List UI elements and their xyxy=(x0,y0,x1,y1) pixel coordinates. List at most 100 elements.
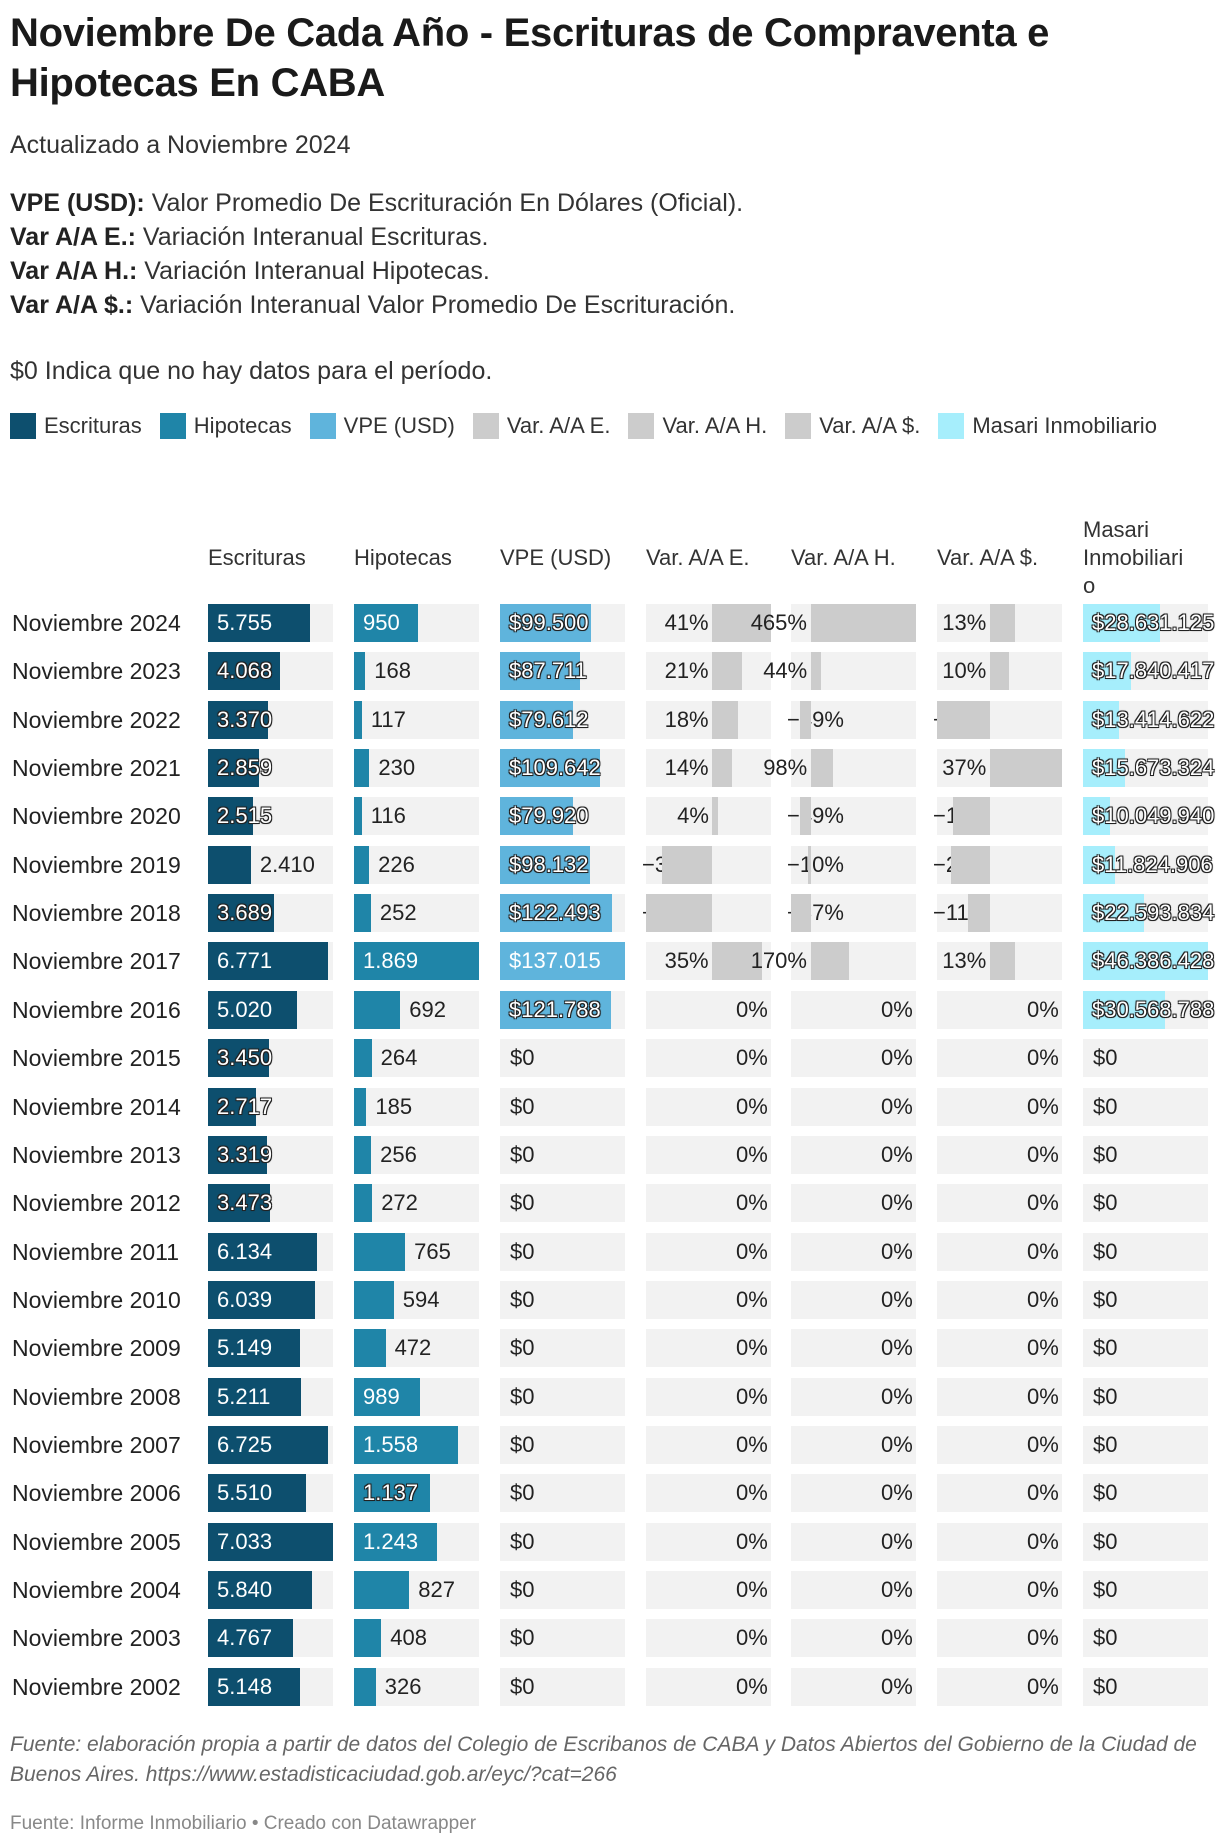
var_h-value: 0% xyxy=(881,1045,913,1070)
masari-value: $15.673.324 xyxy=(1092,755,1215,780)
escrituras-value: 5.840 xyxy=(217,1577,273,1602)
escrituras-value: 5.510 xyxy=(217,1480,273,1505)
hipotecas-value: 1.869 xyxy=(363,948,419,973)
cell-background xyxy=(354,1136,479,1174)
row-label: Noviembre 2004 xyxy=(12,1577,181,1603)
var_s-value: 0% xyxy=(1027,1190,1059,1215)
cell-background xyxy=(646,1329,771,1367)
escrituras-bar xyxy=(208,1426,328,1464)
cell-background xyxy=(354,701,479,739)
row-label: Noviembre 2005 xyxy=(12,1529,181,1555)
hipotecas-bar xyxy=(354,1136,372,1174)
var_h-bar xyxy=(791,894,811,932)
vpe-value: $79.612 xyxy=(509,707,589,732)
vpe-value: $0 xyxy=(510,1529,535,1554)
legend-item-hipotecas: Hipotecas xyxy=(159,408,292,444)
vpe-bar xyxy=(500,846,590,884)
escrituras-bar xyxy=(208,1039,270,1077)
hipotecas-value: 185 xyxy=(375,1094,413,1119)
cell-background xyxy=(791,1184,916,1222)
var_h-value: 0% xyxy=(881,1384,913,1409)
var_e-bar xyxy=(661,846,713,884)
hipotecas-value: 594 xyxy=(402,1287,440,1312)
cell-background xyxy=(646,1184,771,1222)
cell-background xyxy=(791,1619,916,1657)
cell-background xyxy=(646,1136,771,1174)
legend-item-var-h: Var. A/A H. xyxy=(628,408,767,444)
var_s-value: 0% xyxy=(1027,1432,1059,1457)
escrituras-bar xyxy=(208,1619,293,1657)
masari-value: $13.414.622 xyxy=(1092,707,1215,732)
var_e-value: 0% xyxy=(736,1190,768,1215)
var_s-bar xyxy=(937,701,990,739)
row-label: Noviembre 2018 xyxy=(12,900,181,926)
escrituras-value: 5.755 xyxy=(217,610,273,635)
hipotecas-bar xyxy=(354,701,362,739)
var_h-value: 465% xyxy=(750,610,807,635)
var_e-value: 0% xyxy=(736,1287,768,1312)
var_e-bar xyxy=(712,749,733,787)
cell-background xyxy=(791,701,916,739)
hipotecas-bar xyxy=(354,894,371,932)
escrituras-value: 2.410 xyxy=(259,852,315,877)
escrituras-value: 3.473 xyxy=(217,1190,273,1215)
hipotecas-value: 1.243 xyxy=(363,1529,419,1554)
cell-background xyxy=(791,1523,916,1561)
cell-background xyxy=(500,1136,625,1174)
escrituras-value: 5.211 xyxy=(217,1384,271,1409)
definition-var-h: Var A/A H.: Variación Interanual Hipotec… xyxy=(10,257,490,285)
row-label: Noviembre 2003 xyxy=(12,1625,181,1651)
cell-background xyxy=(937,1668,1062,1706)
cell-background xyxy=(1083,1233,1208,1271)
cell-background xyxy=(1083,1668,1208,1706)
legend-swatch xyxy=(785,413,812,439)
var_h-value: 0% xyxy=(881,1287,913,1312)
masari-value: $30.568.788 xyxy=(1092,997,1215,1022)
var_e-value: 0% xyxy=(736,1045,768,1070)
var_s-value: 0% xyxy=(1027,1335,1059,1360)
hipotecas-bar xyxy=(354,1233,406,1271)
escrituras-value: 3.450 xyxy=(217,1045,273,1070)
var_e-value: 0% xyxy=(736,1142,768,1167)
var_s-value: 0% xyxy=(1027,1239,1059,1264)
escrituras-bar xyxy=(208,1329,300,1367)
legend: Escrituras Hipotecas VPE (USD) Var. A/A E. V… xyxy=(10,408,1210,444)
vpe-value: $79.920 xyxy=(509,803,589,828)
var_s-bar xyxy=(989,652,1010,690)
vpe-value: $0 xyxy=(510,1674,535,1699)
cell-background xyxy=(354,894,479,932)
legend-item-masari: Masari Inmobiliario xyxy=(938,413,1157,439)
escrituras-value: 4.068 xyxy=(217,658,273,683)
hipotecas-bar xyxy=(354,846,370,884)
hipotecas-value: 765 xyxy=(414,1239,451,1264)
masari-bar xyxy=(1083,652,1132,690)
cell-background xyxy=(1083,1571,1208,1609)
cell-background xyxy=(500,1426,625,1464)
vpe-value: $137.015 xyxy=(509,948,601,973)
var_h-value: 0% xyxy=(881,1190,913,1215)
hipotecas-value: 116 xyxy=(370,803,406,828)
cell-background xyxy=(500,1184,625,1222)
vpe-value: $0 xyxy=(510,1577,535,1602)
column-header-var-h: Var. A/A H. xyxy=(791,545,896,570)
escrituras-bar xyxy=(208,797,253,835)
vpe-bar xyxy=(500,749,600,787)
masari-value: $22.593.834 xyxy=(1092,900,1215,925)
hipotecas-bar xyxy=(354,1378,421,1416)
escrituras-bar xyxy=(208,1571,312,1609)
cell-background xyxy=(354,1088,479,1126)
escrituras-value: 5.149 xyxy=(217,1335,273,1360)
hipotecas-value: 1.558 xyxy=(363,1432,419,1457)
vpe-value: $99.500 xyxy=(509,610,589,635)
vpe-value: $0 xyxy=(510,1432,535,1457)
column-header-var-e: Var. A/A E. xyxy=(646,545,750,570)
escrituras-value: 4.767 xyxy=(217,1625,273,1650)
var_h-bar xyxy=(810,652,821,690)
legend-swatch xyxy=(10,413,36,439)
cell-background xyxy=(791,846,916,884)
cell-background xyxy=(500,1233,625,1271)
hipotecas-bar xyxy=(354,1523,438,1561)
escrituras-bar xyxy=(208,1281,316,1319)
hipotecas-value: 408 xyxy=(390,1625,427,1650)
vpe-value: $87.711 xyxy=(509,658,587,683)
